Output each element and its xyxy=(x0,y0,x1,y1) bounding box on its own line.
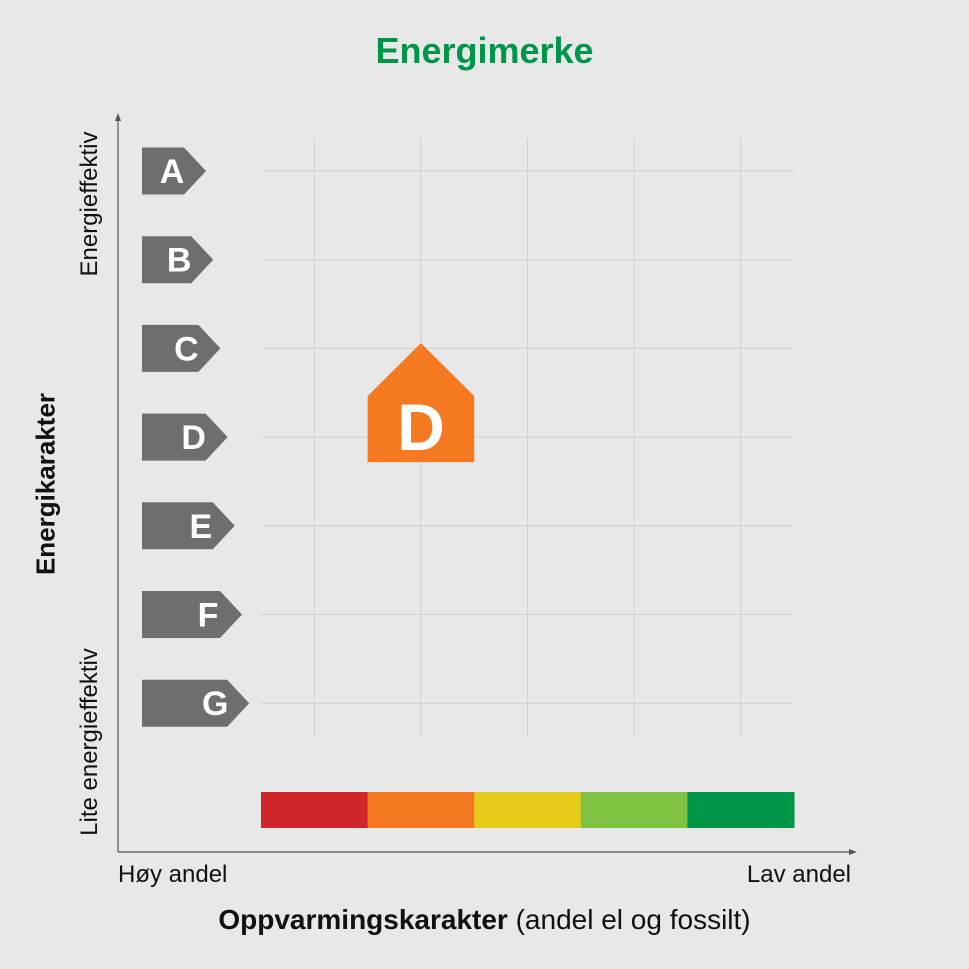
x-axis-title-rest: (andel el og fossilt) xyxy=(515,904,751,935)
grade-arrow-e xyxy=(142,502,235,550)
rating-marker: D xyxy=(367,343,475,464)
rating-letter: D xyxy=(397,390,445,464)
y-axis-top-label: Energieffektiv xyxy=(76,131,103,277)
y-axis-title: Energikarakter xyxy=(30,392,61,576)
grade-arrow-label-f: F xyxy=(198,597,219,635)
grade-arrow-d xyxy=(142,413,228,461)
grade-arrow-g xyxy=(142,679,250,727)
grade-arrow-label-c: C xyxy=(174,330,199,368)
grade-arrow-label-g: G xyxy=(202,685,228,723)
chart-title: Energimerke xyxy=(375,30,594,71)
x-axis-arrowhead xyxy=(849,849,857,855)
grade-arrow-label-d: D xyxy=(181,419,206,457)
heating-scale-segment xyxy=(687,792,795,828)
grade-arrows: A B C D E F G xyxy=(142,147,250,727)
grid xyxy=(261,138,794,737)
grade-arrow-label-b: B xyxy=(167,242,192,280)
x-axis-left-label: Høy andel xyxy=(118,861,228,888)
x-axis-title-bold: Oppvarmingskarakter xyxy=(218,904,508,935)
heating-scale-segment xyxy=(261,792,369,828)
heating-scale-segment xyxy=(474,792,582,828)
heating-scale-segment xyxy=(367,792,475,828)
grade-arrow-label-a: A xyxy=(160,153,185,191)
heating-scale-segment xyxy=(580,792,688,828)
rating-house xyxy=(367,343,475,463)
grade-arrow-b xyxy=(142,236,214,284)
y-axis-bottom-label: Lite energieffektiv xyxy=(76,648,103,836)
grade-arrow-a xyxy=(142,147,206,195)
heating-color-scale xyxy=(261,792,795,828)
axes xyxy=(115,113,857,855)
y-axis-arrowhead xyxy=(115,113,121,121)
grade-arrow-label-e: E xyxy=(189,508,212,546)
grade-arrow-f xyxy=(142,591,242,638)
x-axis-title: Oppvarmingskarakter (andel el og fossilt… xyxy=(0,904,969,936)
x-axis-right-label: Lav andel xyxy=(746,861,851,888)
grade-arrow-c xyxy=(142,324,221,372)
